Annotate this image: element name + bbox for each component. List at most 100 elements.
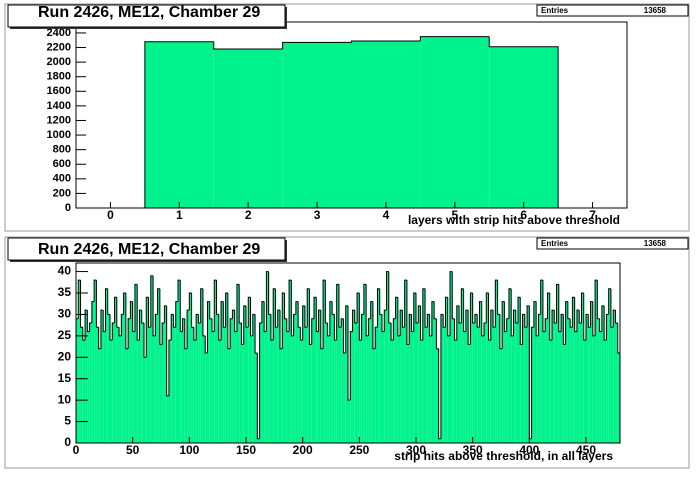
- histogram-outline: [390, 323, 394, 341]
- histogram-bar: [366, 335, 369, 443]
- histogram-outline: [533, 301, 537, 328]
- histogram-bar: [216, 314, 219, 443]
- histogram-outline: [168, 339, 172, 396]
- histogram-outline: [565, 301, 568, 345]
- histogram-bar: [89, 323, 92, 443]
- histogram-bar: [341, 318, 344, 443]
- histogram-outline: [512, 309, 516, 336]
- histogram-bar: [468, 344, 471, 443]
- x-tick-label: 350: [463, 443, 483, 457]
- histogram-outline: [401, 310, 405, 328]
- histogram-outline: [234, 310, 237, 333]
- histogram-bar: [248, 297, 251, 443]
- chart-title: Run 2426, ME12, Chamber 29: [38, 4, 260, 21]
- histogram-bar: [461, 288, 464, 443]
- histogram-bar: [409, 314, 412, 443]
- histogram-bar: [348, 400, 351, 443]
- histogram-bar: [175, 301, 178, 443]
- histogram-bar: [284, 318, 287, 443]
- histogram-bar: [119, 335, 122, 443]
- histogram-outline: [247, 296, 251, 328]
- histogram-outline: [109, 314, 113, 341]
- histogram-bar: [320, 348, 324, 443]
- histogram-bar: [583, 340, 586, 443]
- histogram-outline: [420, 305, 423, 341]
- histogram-bar: [499, 348, 503, 443]
- histogram-bar: [554, 323, 557, 443]
- histogram-bar: [434, 318, 437, 443]
- histogram-outline: [259, 322, 262, 439]
- histogram-bar: [212, 331, 215, 443]
- histogram-bar: [357, 293, 360, 443]
- x-tick-label: 6: [520, 208, 527, 222]
- histogram-bar: [80, 327, 83, 443]
- histogram-bar: [182, 318, 185, 443]
- histogram-bar: [255, 353, 258, 443]
- histogram-outline: [576, 309, 580, 332]
- histogram-bar: [105, 288, 108, 443]
- histogram-outline: [381, 314, 385, 333]
- histogram-bar: [307, 288, 310, 443]
- histogram-outline: [297, 301, 301, 328]
- histogram-bar: [617, 353, 620, 443]
- histogram-outline: [499, 314, 503, 350]
- histogram-bar: [110, 340, 113, 443]
- histogram-bar: [474, 314, 478, 443]
- histogram-bar: [107, 314, 110, 443]
- histogram-bar: [173, 327, 176, 443]
- histogram-outline: [329, 301, 333, 336]
- histogram-outline: [114, 296, 117, 323]
- histogram-bar: [590, 301, 593, 443]
- histogram-outline: [549, 293, 552, 341]
- histogram-outline: [483, 322, 487, 336]
- histogram-bar: [144, 41, 214, 208]
- histogram-bar: [400, 310, 403, 443]
- y-tick-label: 400: [53, 173, 71, 185]
- histogram-bar: [114, 297, 117, 443]
- histogram-bar: [502, 301, 505, 443]
- histogram-outline: [399, 309, 403, 336]
- y-tick-label: 2400: [47, 27, 71, 39]
- histogram-bar: [243, 305, 246, 443]
- histogram-outline: [612, 309, 616, 328]
- histogram-outline: [435, 318, 439, 350]
- histogram-bar: [123, 293, 126, 443]
- histogram-outline: [424, 288, 428, 328]
- histogram-bar: [418, 305, 421, 443]
- histogram-outline: [304, 305, 308, 328]
- histogram-bar: [406, 344, 410, 443]
- histogram-outline: [290, 280, 294, 337]
- histogram-bar: [511, 335, 514, 443]
- histogram-bar: [146, 297, 149, 443]
- histogram-bar: [213, 48, 283, 208]
- histogram-bar: [230, 318, 233, 443]
- histogram-outline: [508, 288, 512, 319]
- x-tick-label: 7: [589, 208, 596, 222]
- histogram-outline: [463, 288, 466, 333]
- histogram-bar: [125, 348, 129, 443]
- histogram-outline: [152, 275, 156, 337]
- y-tick-label: 40: [58, 264, 72, 278]
- histogram-bar: [601, 305, 605, 443]
- histogram-bar: [187, 310, 190, 443]
- histogram-bar: [425, 327, 428, 443]
- histogram-bar: [524, 327, 528, 443]
- histogram-outline: [361, 313, 364, 341]
- histogram-outline: [580, 292, 584, 323]
- x-tick-label: 0: [73, 443, 80, 457]
- histogram-bar: [98, 348, 101, 443]
- histogram-bar: [153, 335, 156, 443]
- histogram-bar: [343, 353, 346, 443]
- histogram-bar: [420, 340, 423, 443]
- histogram-bar: [178, 280, 181, 443]
- histogram-outline: [243, 305, 246, 345]
- histogram-outline: [172, 314, 176, 328]
- histogram-outline: [331, 301, 335, 315]
- histogram-outline: [202, 288, 206, 337]
- histogram-outline: [89, 322, 92, 332]
- histogram-bar: [196, 314, 199, 443]
- histogram-outline: [497, 280, 500, 315]
- histogram-outline: [272, 288, 276, 341]
- histogram-outline: [282, 41, 352, 49]
- histogram-outline: [279, 310, 283, 350]
